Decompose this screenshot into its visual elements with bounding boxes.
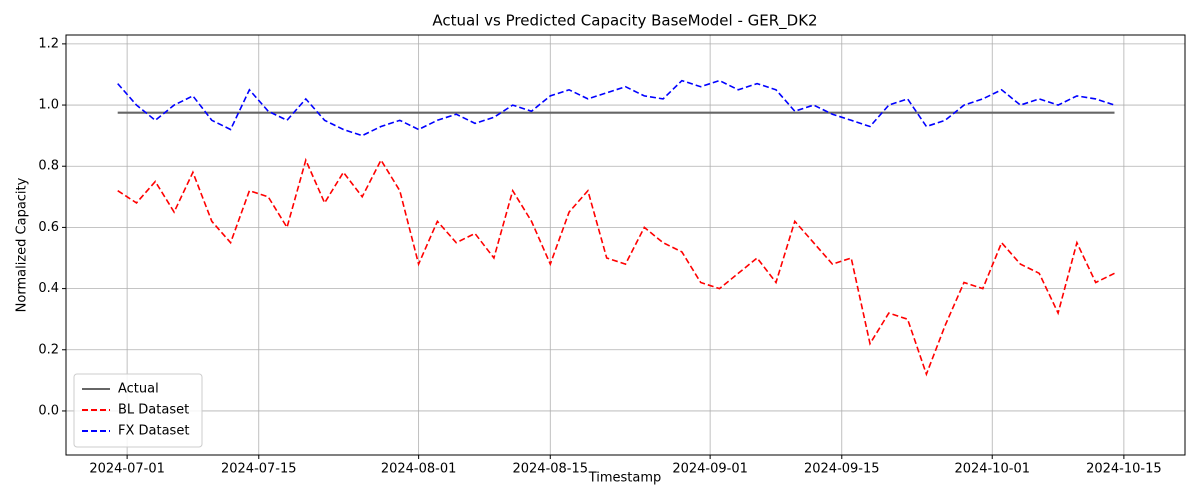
y-tick-label: 1.2 <box>38 36 59 51</box>
legend: Actual BL Dataset FX Dataset <box>73 373 203 448</box>
y-tick-label: 0.6 <box>38 220 59 235</box>
chart-title: Actual vs Predicted Capacity BaseModel -… <box>432 12 817 31</box>
series-line <box>117 79 1115 137</box>
x-tick-label: 2024-10-15 <box>1086 462 1162 477</box>
x-tick-label: 2024-08-01 <box>381 462 457 477</box>
x-tick-label: 2024-09-01 <box>672 462 748 477</box>
y-tick-label: 0.8 <box>38 159 59 174</box>
y-tick-label: 0.4 <box>38 281 59 296</box>
legend-box <box>73 373 203 448</box>
y-tick-label: 0.2 <box>38 342 59 357</box>
legend-label: Actual <box>118 382 159 397</box>
y-tick-label: 0.0 <box>38 403 59 418</box>
x-tick-label: 2024-07-01 <box>89 462 165 477</box>
x-tick-label: 2024-10-01 <box>954 462 1030 477</box>
legend-label: BL Dataset <box>118 403 189 418</box>
x-axis-label: Timestamp <box>588 471 662 486</box>
x-tick-label: 2024-07-15 <box>221 462 297 477</box>
x-tick-label: 2024-08-15 <box>512 462 588 477</box>
series-line <box>117 157 1115 377</box>
y-tick-label: 1.0 <box>38 98 59 113</box>
y-axis-label: Normalized Capacity <box>15 177 30 312</box>
legend-label: FX Dataset <box>118 424 189 439</box>
plot-frame <box>65 34 1186 456</box>
x-tick-label: 2024-09-15 <box>804 462 880 477</box>
